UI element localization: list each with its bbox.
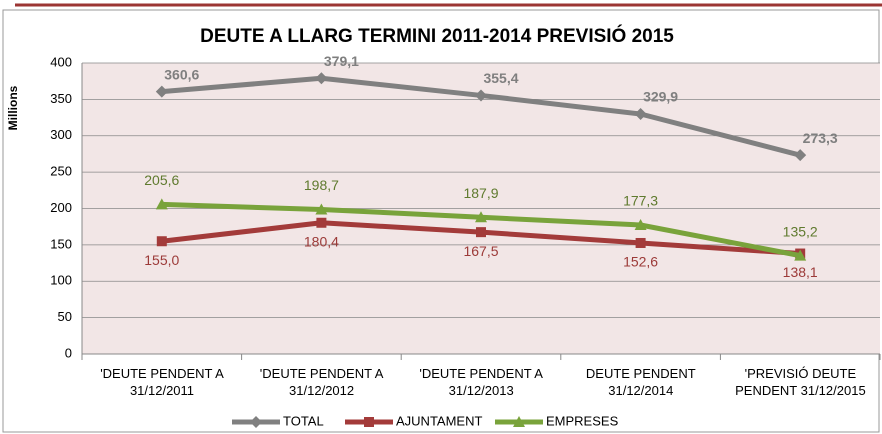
point [155,85,168,98]
data-label: 138,1 [783,264,818,280]
point [794,249,807,261]
data-label: 135,2 [783,223,818,239]
data-label: 180,4 [304,233,339,249]
data-label: 379,1 [324,53,359,69]
chart-title: DEUTE A LLARG TERMINI 2011-2014 PREVISIÓ… [200,25,674,47]
y-tick-label: 150 [50,236,72,251]
legend-label: AJUNTAMENT [396,413,482,428]
y-tick-label: 50 [58,309,72,324]
point [156,236,167,247]
legend-label: EMPRESES [546,413,619,428]
data-label: 360,6 [164,66,199,82]
point [315,203,328,215]
legend-marker [513,416,525,427]
data-label: 152,6 [623,254,658,270]
legend-marker [250,416,262,428]
y-tick-label: 400 [50,54,72,69]
y-tick-label: 350 [50,91,72,106]
point [635,237,646,248]
data-label: 155,0 [144,252,179,268]
data-label: 329,9 [643,89,678,105]
data-label: 273,3 [803,130,838,146]
data-label: 198,7 [304,177,339,193]
x-tick-label: 'DEUTE PENDENT A 31/12/2013 [419,366,543,398]
point [315,72,328,85]
y-tick-label: 300 [50,127,72,142]
point [316,217,327,228]
y-axis-label: Millions [6,85,20,130]
data-label: 177,3 [623,193,658,209]
point [475,89,487,102]
x-tick-label: 'DEUTE PENDENT A 31/12/2012 [259,366,384,398]
point [155,198,168,210]
y-tick-label: 0 [65,345,72,360]
point [794,149,807,162]
legend-marker [364,417,374,427]
x-tick-label: 'DEUTE PENDENT A 31/12/2011 [100,366,224,398]
x-tick-label: DEUTE PENDENT 31/12/2014 [585,366,696,398]
point [634,107,647,120]
y-tick-label: 250 [50,164,72,179]
point [476,227,486,238]
x-tick-label: 'PREVISIÓ DEUTE PENDENT 31/12/2015 [735,366,866,398]
legend-label: TOTAL [283,413,324,428]
data-label: 187,9 [463,185,498,201]
point [634,219,647,231]
point [475,211,487,223]
y-tick-label: 100 [50,273,72,288]
data-label: 205,6 [144,172,179,188]
y-tick-label: 200 [50,200,72,215]
data-label: 167,5 [463,243,498,259]
data-label: 355,4 [483,70,518,86]
